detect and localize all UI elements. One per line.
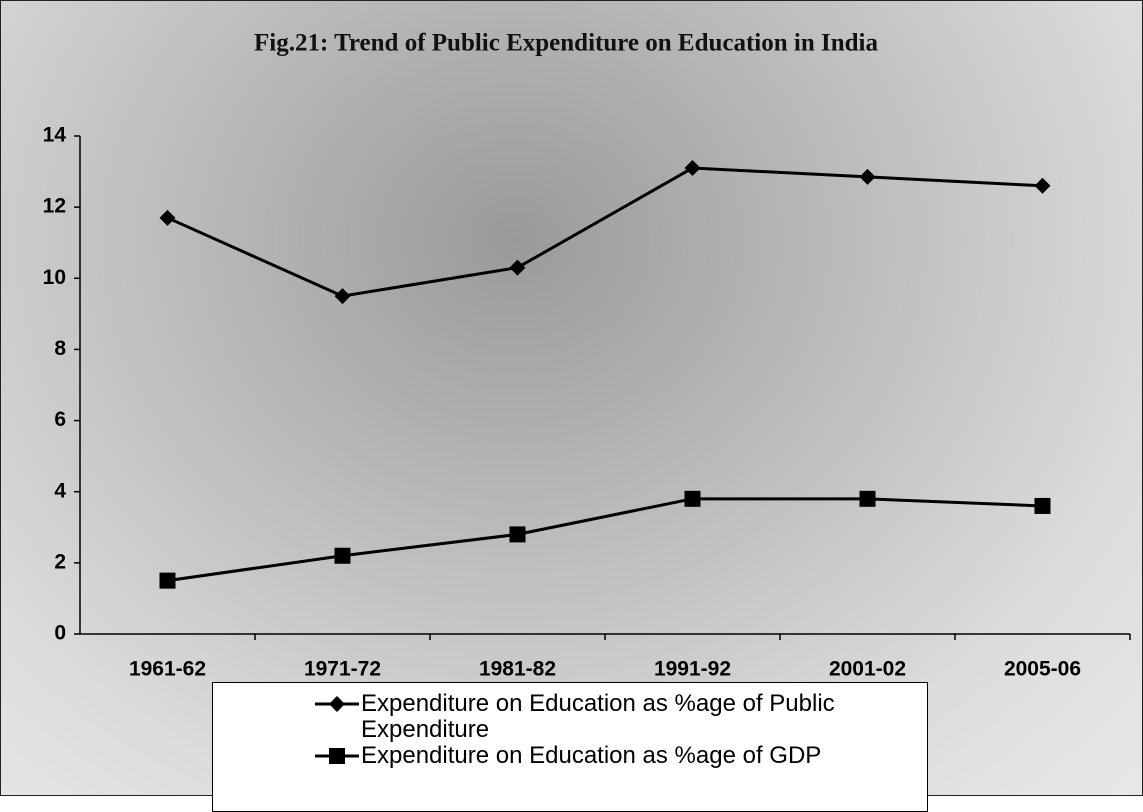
x-tick-label: 1961-62 [129,658,206,681]
diamond-marker [329,696,345,712]
x-tick-label: 2001-02 [829,658,906,681]
x-tick-label: 2005-06 [1004,658,1081,681]
diamond-marker [509,259,526,276]
series-line [166,166,1043,298]
y-tick-label: 6 [54,408,66,431]
series-line [167,497,1043,583]
legend-label: Expenditure on Education as %age of GDP [361,742,822,769]
y-tick-label: 2 [54,550,66,573]
diamond-marker [1034,177,1051,194]
diamond-marker [684,160,701,177]
chart-title: Fig.21: Trend of Public Expenditure on E… [254,30,878,57]
square-marker [334,547,351,564]
diamond-marker [334,288,351,305]
legend: Expenditure on Education as %age of Publ… [212,682,928,812]
square-marker [159,572,176,589]
y-tick-label: 10 [43,266,66,289]
y-tick-label: 0 [54,622,66,645]
square-marker [859,490,876,507]
square-marker [509,526,526,543]
x-tick-label: 1971-72 [304,658,381,681]
x-tick-label: 1981-82 [479,658,556,681]
diamond-marker [159,209,176,226]
y-tick-label: 14 [43,124,67,147]
y-tick-label: 4 [54,479,66,502]
square-marker [684,490,701,507]
legend-label: Expenditure on Education as %age of Publ… [361,690,835,743]
x-tick-label: 1991-92 [654,658,731,681]
square-marker [1034,497,1051,514]
square-marker [329,748,345,764]
legend-icon [315,696,359,712]
diamond-marker [859,168,876,185]
y-tick-label: 8 [54,337,66,360]
legend-icon [315,748,359,764]
legend-item: Expenditure on Education as %age of GDP [313,743,927,769]
y-tick-label: 12 [43,195,66,218]
legend-item: Expenditure on Education as %age of Publ… [313,691,927,743]
